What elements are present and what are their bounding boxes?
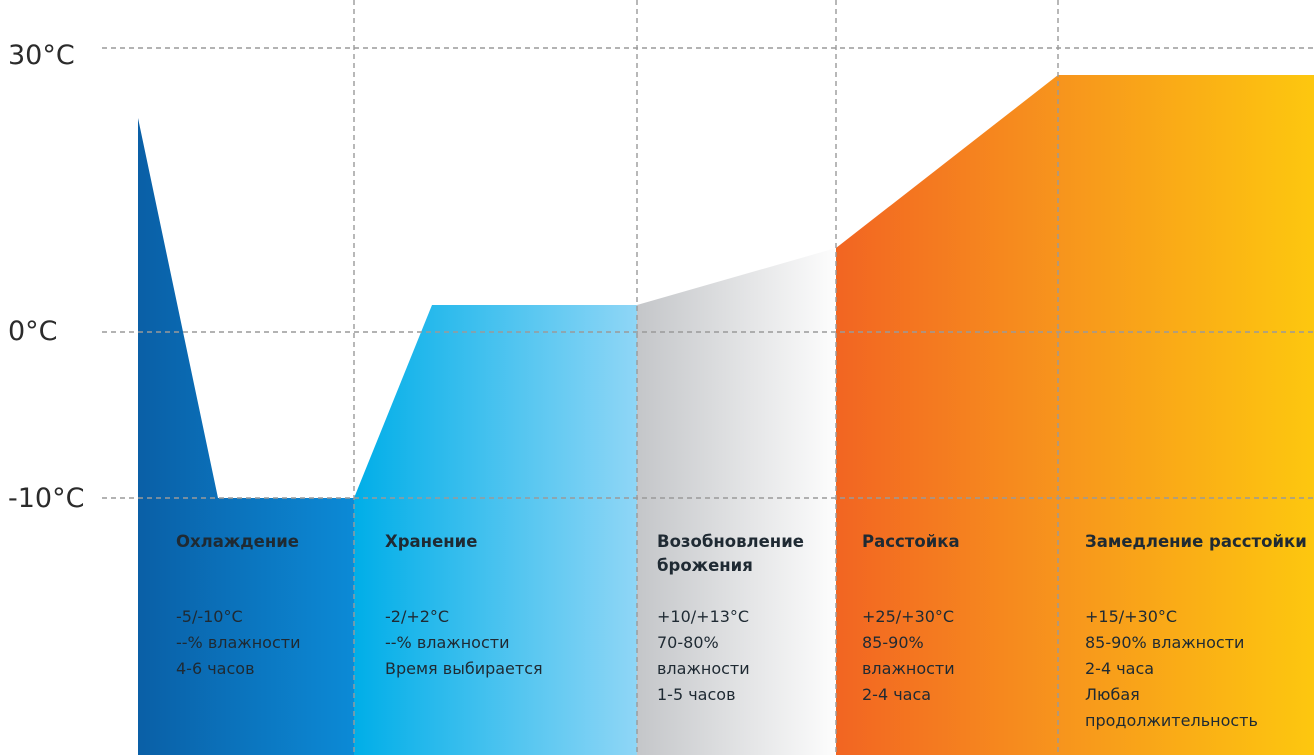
phase-cooling: Охлаждение -5/-10°C --% влажности 4-6 ча… bbox=[176, 530, 346, 682]
phase-proof-retard: Замедление расстойки +15/+30°C 85-90% вл… bbox=[1085, 530, 1310, 734]
phase-humidity: --% влажности bbox=[385, 633, 510, 652]
phase-proofing: Расстойка +25/+30°C 85-90% влажности 2-4… bbox=[862, 530, 1042, 708]
phase-temperature: +25/+30°C bbox=[862, 607, 955, 626]
resume-fermentation-area bbox=[637, 248, 836, 755]
storage-area bbox=[354, 305, 637, 755]
phase-title: Расстойка bbox=[862, 532, 960, 551]
phase-duration: 4-6 часов bbox=[176, 659, 255, 678]
phase-temperature: -5/-10°C bbox=[176, 607, 243, 626]
phase-humidity: --% влажности bbox=[176, 633, 301, 652]
phase-humidity-unit: влажности bbox=[862, 659, 955, 678]
y-label-30c: 30°C bbox=[8, 40, 75, 71]
phase-title: Возобновление брожения bbox=[657, 532, 804, 575]
phase-temperature: -2/+2°C bbox=[385, 607, 450, 626]
phase-duration: 1-5 часов bbox=[657, 685, 736, 704]
grid-lines bbox=[102, 0, 1314, 755]
phase-title: Замедление расстойки bbox=[1085, 532, 1307, 551]
phase-title: Хранение bbox=[385, 532, 478, 551]
phase-resume-fermentation: Возобновление брожения +10/+13°C 70-80% … bbox=[657, 530, 827, 708]
phase-duration: Время выбирается bbox=[385, 659, 543, 678]
phase-humidity: 85-90% bbox=[862, 633, 924, 652]
phase-title: Охлаждение bbox=[176, 532, 299, 551]
phase-humidity: 70-80% bbox=[657, 633, 719, 652]
proofing-area bbox=[836, 75, 1058, 755]
phase-temperature: +10/+13°C bbox=[657, 607, 750, 626]
phase-duration-note: Любая bbox=[1085, 685, 1140, 704]
phase-humidity: 85-90% влажности bbox=[1085, 633, 1245, 652]
phase-storage: Хранение -2/+2°C --% влажности Время выб… bbox=[385, 530, 625, 682]
phase-duration: 2-4 часа bbox=[1085, 659, 1155, 678]
y-label-0c: 0°C bbox=[8, 316, 58, 347]
phase-duration: 2-4 часа bbox=[862, 685, 932, 704]
cooling-area bbox=[138, 118, 354, 755]
phase-duration-note-cont: продолжительность bbox=[1085, 711, 1258, 730]
phase-temperature: +15/+30°C bbox=[1085, 607, 1178, 626]
y-label-minus10c: -10°C bbox=[8, 483, 85, 514]
phase-humidity-unit: влажности bbox=[657, 659, 750, 678]
proof-retard-area bbox=[1058, 75, 1314, 755]
